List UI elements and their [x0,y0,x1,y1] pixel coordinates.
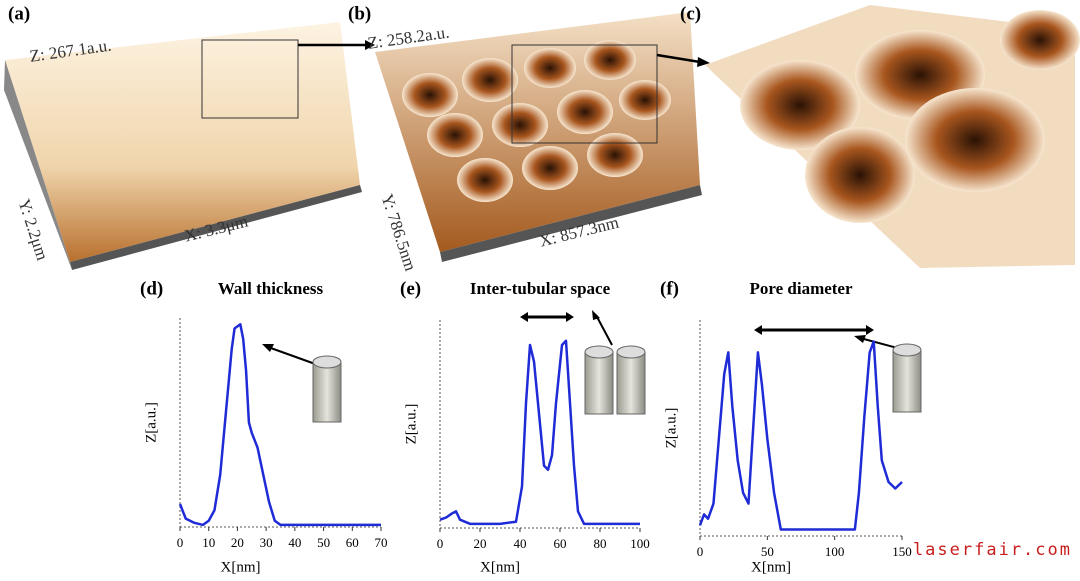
x-tick-label: 150 [892,544,912,559]
x-tick-label: 30 [260,535,273,550]
panel-label: (b) [348,3,371,24]
schematics [262,310,922,423]
x-tick-label: 20 [231,535,244,550]
x-tick-label: 40 [288,535,301,550]
x-tick-label: 80 [594,536,607,551]
x-tick-label: 20 [474,536,487,551]
x-axis-label: X[nm] [221,559,261,575]
x-tick-label: 100 [630,536,650,551]
x-tick-label: 70 [375,535,388,550]
panel-label: (a) [8,3,30,24]
afm-surface [5,22,360,262]
x-axis-label: X[nm] [751,559,791,575]
panel-label: (f) [660,278,679,299]
afm-side [70,185,362,270]
chart-title: Wall thickness [218,279,324,298]
zoom-arrow [656,53,701,64]
zoom-box [201,39,299,119]
arrow-head [365,40,375,50]
y-axis-label: Z[a.u.] [143,402,159,443]
watermark: laserfair.com [913,540,1072,560]
panel-label: (e) [400,278,421,299]
x-tick-label: 0 [697,544,704,559]
pores [402,40,671,202]
y-range: Y: 786.5nm [377,192,420,274]
pores [740,10,1080,223]
y-axis-label: Z[a.u.] [663,408,679,449]
y-range: Y: 2.2μm [14,197,52,263]
x-tick-label: 50 [761,544,774,559]
y-axis-label: Z[a.u.] [403,404,419,445]
afm-side [440,185,702,262]
panel-label: (c) [680,3,701,24]
x-tick-label: 0 [437,536,444,551]
afm-images: (a) Z: 267.1a.u. Y: 2.2μm X: 3.3μm (b) Z… [4,3,1080,273]
x-tick-label: 100 [825,544,845,559]
data-line [439,339,640,526]
data-line [178,323,381,527]
x-axis-label: X[nm] [480,559,520,575]
zoom-box [511,44,658,144]
x-tick-label: 0 [177,535,184,550]
arrow-head [697,57,710,67]
chart-title: Inter-tubular space [470,279,611,298]
x-tick-label: 60 [346,535,359,550]
x-tick-label: 40 [514,536,527,551]
afm-side [4,60,72,270]
x-tick-label: 60 [554,536,567,551]
x-tick-label: 10 [202,535,215,550]
panel-label: (d) [140,278,163,299]
x-tick-label: 50 [317,535,330,550]
chart-title: Pore diameter [749,279,853,298]
data-line [698,340,903,531]
